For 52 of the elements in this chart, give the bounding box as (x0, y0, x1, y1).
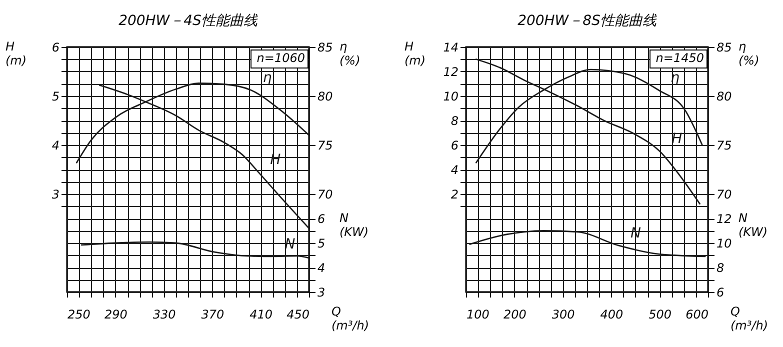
annotation: n=1060 (256, 51, 306, 65)
chart-title: 200HW－4S性能曲线 (118, 13, 258, 29)
y-tick-label: 14 (443, 40, 458, 54)
y2-tick-label: 80 (318, 90, 334, 104)
y2-tick-label: 70 (716, 188, 732, 202)
y3-axis-title: N (KW) (738, 211, 768, 239)
y2-tick-label: 80 (716, 90, 732, 104)
x-tick-label: 400 (600, 308, 624, 322)
y-tick-label: 2 (450, 188, 458, 202)
y2-axis-title: η (%) (738, 40, 760, 68)
y-axis-title: H (m) (6, 40, 27, 68)
x-tick-label: 330 (152, 308, 176, 322)
x-tick-label: 200 (503, 308, 527, 322)
series-label: η (262, 70, 272, 86)
y2-axis-title: η (%) (340, 40, 360, 68)
y2-tick-label: 85 (716, 40, 732, 54)
x-tick-label: 100 (466, 308, 490, 322)
y2-tick-label: 70 (318, 188, 334, 202)
annotation: n=1450 (656, 51, 704, 65)
x-axis-title: Q (m³/h) (332, 304, 370, 332)
y-tick-label: 3 (52, 188, 60, 202)
x-tick-label: 600 (686, 308, 709, 322)
y3-tick-label: 6 (716, 286, 724, 300)
y-tick-label: 4 (450, 163, 458, 177)
x-tick-label: 370 (201, 308, 225, 322)
x-tick-label: 500 (648, 308, 672, 322)
y3-tick-label: 12 (716, 212, 732, 226)
x-tick-label: 450 (286, 308, 310, 322)
y-tick-label: 6 (52, 40, 60, 54)
y3-tick-label: 3 (318, 286, 326, 300)
y3-tick-label: 5 (318, 236, 326, 250)
chart-title: 200HW－8S性能曲线 (518, 13, 658, 29)
y2-tick-label: 75 (318, 138, 333, 152)
y-tick-label: 8 (450, 114, 459, 128)
y-tick-label: 12 (443, 65, 458, 79)
x-tick-label: 250 (68, 308, 91, 322)
y3-tick-label: 8 (716, 261, 724, 275)
x-tick-label: 300 (552, 308, 576, 322)
y-tick-label: 5 (52, 90, 60, 104)
y-tick-label: 4 (52, 138, 60, 152)
y3-tick-label: 4 (318, 261, 326, 275)
y3-axis-title: N (KW) (340, 211, 369, 239)
y-tick-label: 6 (450, 138, 459, 152)
x-tick-label: 290 (104, 308, 128, 322)
y2-tick-label: 75 (716, 138, 732, 152)
x-axis-title: Q (m³/h) (730, 304, 768, 332)
y3-tick-label: 6 (318, 212, 326, 226)
y3-tick-label: 10 (716, 236, 732, 250)
y2-tick-label: 85 (318, 40, 333, 54)
x-tick-label: 410 (250, 308, 273, 322)
y-tick-label: 10 (443, 90, 459, 104)
y-axis-title: H (m) (404, 40, 426, 68)
